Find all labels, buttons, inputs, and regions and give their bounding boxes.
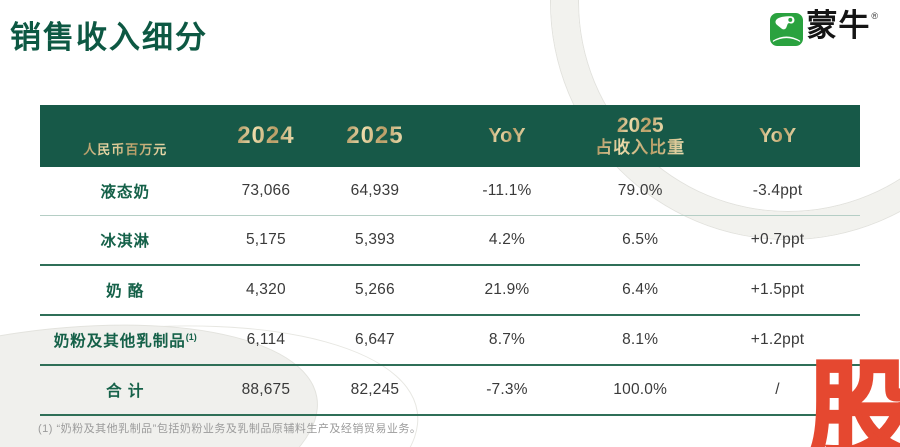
revenue-breakdown-table: 人民币百万元 2024 2025 YoY 2025 占收入比重 YoY 液态奶 xyxy=(40,105,860,416)
registered-mark: ® xyxy=(871,11,878,21)
value-yoy: 21.9% xyxy=(484,281,530,298)
value-share: 8.1% xyxy=(622,331,659,348)
header-unit-cell: 人民币百万元 xyxy=(40,105,211,167)
value-yoy: -11.1% xyxy=(482,182,532,199)
mengniu-logo-icon xyxy=(770,13,804,46)
header-yoy-ppt-label: YoY xyxy=(758,124,797,147)
value-share: 6.5% xyxy=(622,231,659,248)
value-yoy-ppt: +1.5ppt xyxy=(750,281,805,298)
value-share: 79.0% xyxy=(617,182,663,199)
table-row-cheese: 奶 酪 4,320 5,266 21.9% 6.4% +1.5ppt xyxy=(40,266,860,316)
brand-name: 蒙牛 xyxy=(806,8,871,44)
header-share-line2: 占收入比重 xyxy=(595,138,686,158)
header-yoy-label: YoY xyxy=(488,124,526,147)
table-body: 液态奶 73,066 64,939 -11.1% 79.0% -3.4ppt 冰… xyxy=(40,167,860,416)
value-share: 6.4% xyxy=(622,281,659,298)
header-2024-label: 2024 xyxy=(237,122,295,149)
page-title: 销售收入细分 xyxy=(10,20,208,55)
header-2024-cell: 2024 xyxy=(211,105,322,167)
value-yoy: 8.7% xyxy=(488,331,526,348)
value-2024: 73,066 xyxy=(241,182,291,199)
row-label: 奶粉及其他乳制品(1) xyxy=(53,331,197,350)
header-share-cell: 2025 占收入比重 xyxy=(585,105,695,167)
row-label: 合 计 xyxy=(106,383,145,400)
value-yoy-ppt: -3.4ppt xyxy=(752,182,803,199)
row-label: 奶 酪 xyxy=(106,283,145,300)
value-2025: 5,393 xyxy=(355,231,395,248)
header-share-line1: 2025 xyxy=(616,114,664,138)
value-yoy-ppt: +0.7ppt xyxy=(750,231,805,248)
value-2024: 4,320 xyxy=(245,281,286,298)
header-yoy-ppt-cell: YoY xyxy=(695,105,860,167)
header-2025-cell: 2025 xyxy=(321,105,428,167)
footnote: (1) “奶粉及其他乳制品”包括奶粉业务及乳制品原辅料生产及经销贸易业务。 xyxy=(38,423,422,435)
header-unit-label: 人民币百万元 xyxy=(83,139,167,158)
value-2025: 64,939 xyxy=(350,182,400,199)
header-2025-label: 2025 xyxy=(346,122,404,149)
row-label: 液态奶 xyxy=(100,184,151,201)
value-yoy-ppt: +1.2ppt xyxy=(750,331,805,348)
value-yoy: -7.3% xyxy=(486,381,528,398)
red-stock-watermark: 股 xyxy=(807,350,900,447)
table-row-milk-powder: 奶粉及其他乳制品(1) 6,114 6,647 8.7% 8.1% +1.2pp… xyxy=(40,316,860,366)
table-row-liquid-milk: 液态奶 73,066 64,939 -11.1% 79.0% -3.4ppt xyxy=(40,167,860,216)
value-2025: 6,647 xyxy=(355,331,395,348)
table-header-row: 人民币百万元 2024 2025 YoY 2025 占收入比重 YoY xyxy=(40,105,860,167)
value-2024: 5,175 xyxy=(245,231,286,248)
row-label: 冰淇淋 xyxy=(100,233,151,250)
brand-logo: 蒙牛 ® xyxy=(770,10,878,46)
value-2024: 88,675 xyxy=(241,381,291,398)
value-2024: 6,114 xyxy=(246,331,286,348)
value-2025: 82,245 xyxy=(350,381,400,398)
value-2025: 5,266 xyxy=(355,281,395,298)
header-yoy-cell: YoY xyxy=(429,105,586,167)
table-row-ice-cream: 冰淇淋 5,175 5,393 4.2% 6.5% +0.7ppt xyxy=(40,216,860,266)
value-yoy: 4.2% xyxy=(488,231,526,248)
value-share: 100.0% xyxy=(613,381,668,398)
value-yoy-ppt: / xyxy=(775,381,780,398)
table-row-total: 合 计 88,675 82,245 -7.3% 100.0% / xyxy=(40,366,860,416)
